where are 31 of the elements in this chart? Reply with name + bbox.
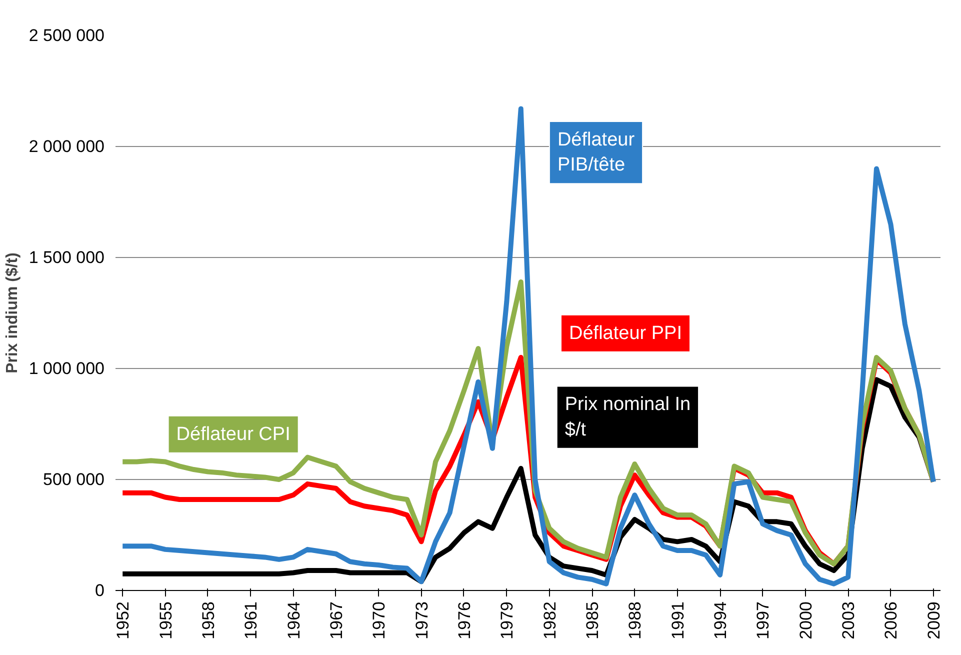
y-tick-label: 500 000 [43, 470, 104, 489]
x-tick-label: 1952 [114, 601, 133, 640]
x-tick-label: 2000 [796, 601, 816, 640]
x-tick-label: 1955 [156, 601, 176, 640]
x-tick-label: 1976 [454, 601, 474, 640]
x-tick-label: 1964 [284, 601, 304, 640]
series-label: Déflateur PIB/tête [557, 129, 636, 176]
x-tick-label: 1997 [754, 601, 773, 640]
y-tick-label: 2 500 000 [28, 26, 105, 45]
x-tick-label: 2006 [882, 601, 901, 640]
x-tick-label: 1982 [540, 601, 560, 640]
y-tick-label: 1 000 000 [28, 359, 105, 378]
x-tick-label: 1958 [198, 601, 218, 640]
x-tick-label: 1991 [668, 601, 688, 640]
x-tick-label: 2003 [839, 601, 858, 640]
x-tick-label: 1967 [326, 601, 346, 640]
y-axis-title: Prix indium ($/t) [4, 252, 21, 374]
y-tick-label: 1 500 000 [28, 248, 105, 267]
text: Prix nominal In $/t [564, 394, 691, 440]
y-tick-label: 0 [95, 581, 105, 600]
x-tick-label: 1973 [412, 601, 432, 640]
y-tick-label: 2 000 000 [28, 137, 105, 156]
x-tick-label: 1979 [498, 601, 517, 640]
text: Déflateur PPI [569, 322, 682, 344]
x-tick-label: 1985 [583, 601, 602, 640]
x-tick-label: 2009 [924, 601, 944, 640]
x-tick-label: 1988 [626, 601, 645, 640]
series-label: Déflateur CPI [176, 424, 290, 445]
x-tick-label: 1970 [370, 601, 389, 640]
x-tick-label: 1961 [242, 601, 261, 640]
x-tick-label: 1994 [711, 601, 730, 640]
